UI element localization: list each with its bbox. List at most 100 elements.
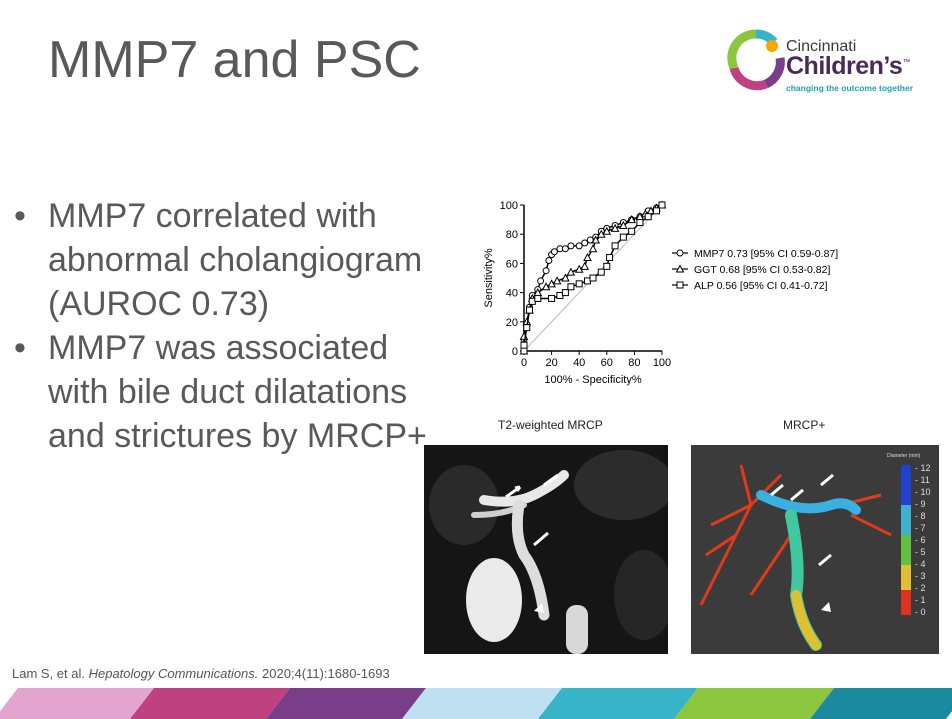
footer-color-band xyxy=(0,688,952,719)
roc-point-square xyxy=(589,274,597,282)
colorbar-ticks: - 12 - 11 - 10 - 9 - 8 - 7 - 6 - 5 - 4 - 3 - 2 - 1 -… xyxy=(915,463,937,619)
roc-point-triangle xyxy=(588,244,598,253)
roc-point-circle xyxy=(581,239,589,247)
footer-stripe xyxy=(0,688,154,719)
roc-point-square xyxy=(534,294,542,302)
y-axis-label: Sensitivity% xyxy=(483,248,495,308)
roc-chart: 0 20 40 60 80 100 0 20 40 60 80 100 100% - Specifici… xyxy=(483,200,838,386)
logo-line2-text: Children’s xyxy=(786,52,903,80)
roc-point-square xyxy=(575,280,583,288)
footer-stripe xyxy=(674,688,834,719)
roc-point-circle xyxy=(542,267,550,275)
bullet-text: MMP7 was associated with bile duct dilat… xyxy=(48,329,427,455)
logo-line2: Children’s™ xyxy=(786,52,910,81)
bullet-marker: • xyxy=(14,329,26,367)
y-tick-label: 20 xyxy=(506,317,518,329)
y-tick-label: 80 xyxy=(506,229,518,241)
roc-point-square xyxy=(644,213,652,221)
y-tick-label: 60 xyxy=(506,258,518,270)
bullet-text: MMP7 correlated with abnormal cholangiog… xyxy=(48,197,423,323)
legend-marker-circle xyxy=(676,249,684,257)
footer-stripe xyxy=(266,688,426,719)
t2-mrcp-drawing xyxy=(424,445,668,654)
logo-tagline: changing the outcome together xyxy=(786,83,914,93)
x-tick-label: 80 xyxy=(628,357,640,369)
roc-point-square xyxy=(652,207,660,215)
x-axis-label: 100% - Specificity% xyxy=(544,374,641,386)
x-tick-label: 40 xyxy=(573,357,585,369)
y-tick-label: 100 xyxy=(500,200,518,212)
legend-marker-square xyxy=(676,281,684,289)
roc-point-triangle xyxy=(561,273,570,282)
logo-trademark: ™ xyxy=(902,57,910,67)
legend-marker-triangle xyxy=(675,264,685,273)
t2-weighted-mrcp-image xyxy=(424,445,668,654)
roc-point-triangle xyxy=(583,253,592,262)
colorbar-tick-label: - 8 xyxy=(915,511,926,521)
roc-point-triangle xyxy=(591,235,601,244)
roc-point-square xyxy=(619,233,627,241)
y-tick-label: 0 xyxy=(512,346,518,358)
x-tick-label: 100 xyxy=(653,357,671,369)
roc-point-circle xyxy=(545,256,553,264)
colorbar-tick-label: - 3 xyxy=(915,571,926,581)
roc-point-square xyxy=(606,254,614,262)
bullet-item: • MMP7 correlated with abnormal cholangio… xyxy=(14,194,434,326)
roc-point-triangle xyxy=(602,226,612,235)
roc-point-square xyxy=(628,227,636,235)
x-tick-label: 0 xyxy=(521,357,527,369)
citation-journal: Hepatology Communications. xyxy=(88,666,259,681)
roc-point-circle xyxy=(550,248,558,256)
slide-title: MMP7 and PSC xyxy=(48,31,421,89)
roc-point-square xyxy=(567,283,575,291)
colorbar-tick-label: - 12 xyxy=(915,463,931,473)
roc-point-circle xyxy=(537,277,545,285)
roc-point-square xyxy=(548,294,556,302)
roc-point-square xyxy=(520,347,528,355)
colorbar-tick-label: - 7 xyxy=(915,523,926,533)
logo-line1: Cincinnati xyxy=(786,38,857,55)
colorbar-tick-label: - 2 xyxy=(915,583,926,593)
footer-stripe xyxy=(810,688,952,719)
cincinnati-childrens-logo: Cincinnati Children’s™ changing the outc… xyxy=(726,28,926,98)
citation: Lam S, et al. Hepatology Communications.… xyxy=(12,666,390,681)
roc-point-triangle xyxy=(610,223,620,232)
roc-point-square xyxy=(636,219,644,227)
roc-point-triangle xyxy=(566,267,576,276)
x-tick-label: 20 xyxy=(545,357,557,369)
colorbar-tick-label: - 0 xyxy=(915,607,926,617)
roc-point-square xyxy=(523,324,531,332)
footer-stripe xyxy=(538,688,698,719)
citation-authors: Lam S, et al. xyxy=(12,666,89,681)
legend-label: MMP7 0.73 [95% CI 0.59-0.87] xyxy=(694,248,838,260)
colorbar-tick-label: - 4 xyxy=(915,559,926,569)
y-tick-label: 40 xyxy=(506,288,518,300)
legend-label: GGT 0.68 [95% CI 0.53-0.82] xyxy=(694,264,830,276)
roc-point-triangle xyxy=(619,220,628,229)
roc-point-square xyxy=(658,201,666,209)
citation-details: 2020;4(11):1680-1693 xyxy=(258,666,390,681)
mrcp-plus-label: MRCP+ xyxy=(783,418,826,432)
roc-point-square xyxy=(561,289,569,297)
roc-point-triangle xyxy=(552,276,562,285)
roc-point-circle xyxy=(567,242,575,250)
colorbar-tick-label: - 10 xyxy=(915,487,931,497)
footer-stripe xyxy=(130,688,290,719)
bullet-list: • MMP7 correlated with abnormal cholangio… xyxy=(14,194,434,458)
colorbar-title: Diameter (mm) xyxy=(887,453,921,459)
roc-point-circle xyxy=(561,245,569,253)
roc-point-square xyxy=(597,268,605,276)
roc-point-triangle xyxy=(580,261,590,270)
colorbar-tick-label: - 6 xyxy=(915,535,926,545)
roc-point-triangle xyxy=(627,215,636,224)
roc-point-circle xyxy=(575,242,583,250)
mrcp-plus-drawing xyxy=(691,445,939,654)
roc-point-square xyxy=(520,341,528,349)
colorbar-tick-label: - 5 xyxy=(915,547,926,557)
mrcp-plus-image: Diameter (mm) - 12- 11- 10- 9- 8- 7- 6- … xyxy=(691,445,939,654)
roc-point-square xyxy=(526,306,534,314)
t2-mrcp-label: T2-weighted MRCP xyxy=(498,418,603,432)
x-tick-label: 60 xyxy=(601,357,613,369)
footer-stripe xyxy=(402,688,562,719)
roc-point-circle xyxy=(586,236,594,244)
